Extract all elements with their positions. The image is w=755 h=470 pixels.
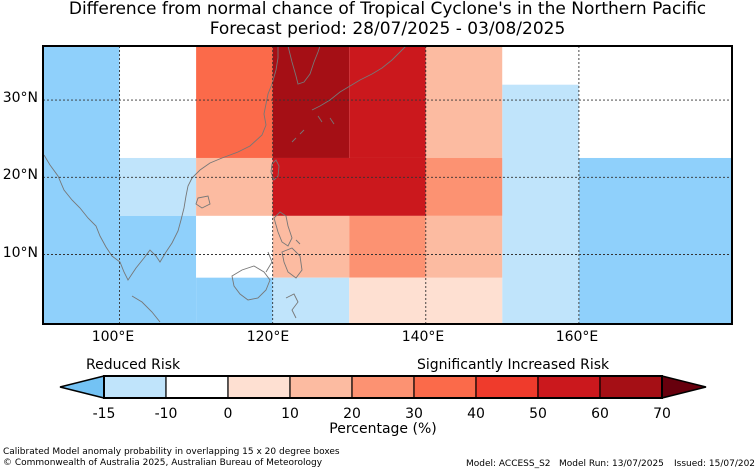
coastline-asia-mainland [43,46,279,281]
colorbar-tick: 60 [591,406,609,422]
anomaly-cell [502,46,579,85]
anomaly-cell [119,215,197,324]
anomaly-cell [43,46,120,324]
anomaly-cell [196,46,273,158]
colorbar-tick: 20 [343,406,361,422]
anomaly-cells-layer [43,46,732,324]
anomaly-cell [578,157,732,324]
title-line-2: Forecast period: 28/07/2025 - 03/08/2025 [209,19,566,39]
footer-issued: Issued: 15/07/2025 [674,459,755,469]
anomaly-cell [502,84,579,324]
anomaly-cell [119,157,197,216]
anomaly-cell [196,157,273,216]
anomaly-cell [349,215,426,278]
footer-note: Calibrated Model anomaly probability in … [3,447,340,457]
anomaly-cell [578,46,732,158]
anomaly-cell [272,157,426,216]
colorbar-tick: 40 [467,406,485,422]
anomaly-cell [196,215,273,278]
colorbar-extend-high [661,375,707,399]
coastline-philippines [265,211,303,279]
anomaly-cell [425,157,503,216]
colorbar-tick: 30 [405,406,423,422]
lon-tick-140e: 140°E [401,329,445,345]
lon-tick-160e: 160°E [555,329,599,345]
colorbar-label: Percentage (%) [329,421,437,437]
colorbar-extend-low [59,375,105,399]
anomaly-cell [119,115,197,162]
lat-tick-30n: 30°N [2,90,38,106]
lat-tick-10n: 10°N [2,245,38,261]
footer-copyright: © Commonwealth of Australia 2025, Austra… [3,458,323,468]
colorbar-tick: 50 [529,406,547,422]
colorbar-tick: 0 [223,406,233,422]
colorbar-segment [475,375,539,399]
anomaly-cell [272,277,350,324]
colorbar [59,375,707,399]
colorbar-segment [165,375,229,399]
coastline-korea [287,45,321,85]
colorbar-tick: -10 [154,406,178,422]
coastline-taiwan [270,159,280,181]
colorbar-segment [227,375,291,399]
footer-model: Model: ACCESS_S2 [466,459,551,469]
colorbar-frame [103,375,663,399]
graticule-layer [43,46,732,324]
lon-tick-120e: 120°E [246,329,290,345]
coastline-layer [43,45,407,323]
coastline-japan [311,45,407,125]
coastline-hainan [195,195,211,209]
lon-tick-100e: 100°E [91,329,135,345]
coastline-ryukyu [291,129,305,143]
colorbar-tick: 10 [281,406,299,422]
increased-risk-label: Significantly Increased Risk [417,357,610,373]
colorbar-segment [351,375,415,399]
anomaly-cell [349,46,426,158]
colorbar-segment [103,375,167,399]
anomaly-cell [196,277,273,324]
colorbar-segment [413,375,477,399]
anomaly-cell [425,46,503,158]
coastline-sumatra [131,295,161,323]
anomaly-cell [272,46,350,158]
footer-model-run: Model Run: 13/07/2025 [559,459,664,469]
colorbar-segment [289,375,353,399]
anomaly-cell [119,46,197,116]
anomaly-cell [425,215,503,278]
anomaly-cell [349,277,503,324]
title-line-1: Difference from normal chance of Tropica… [68,0,707,19]
anomaly-cell [272,215,350,278]
map-frame [42,45,733,325]
colorbar-tick: -15 [92,406,116,422]
reduced-risk-label: Reduced Risk [86,357,181,373]
colorbar-tick: 70 [653,406,671,422]
colorbar-segment [599,375,663,399]
coastline-borneo [231,265,271,301]
coastline-sulawesi [285,293,299,319]
lat-tick-20n: 20°N [2,167,38,183]
colorbar-segment [537,375,601,399]
